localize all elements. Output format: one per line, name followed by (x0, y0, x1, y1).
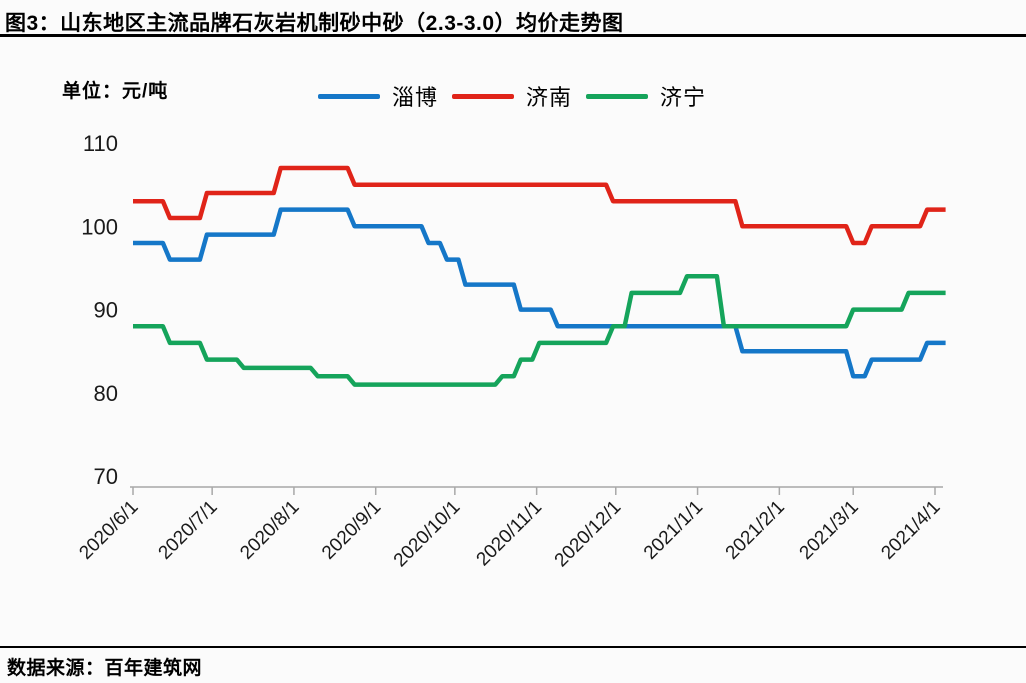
y-tick-label: 80 (94, 381, 118, 406)
y-tick-label: 110 (83, 131, 118, 156)
chart-legend: 淄博 济南 济宁 (318, 82, 706, 110)
x-tick-label: 2020/6/1 (75, 497, 142, 564)
x-tick-label: 2021/1/1 (640, 497, 707, 564)
legend-swatch (318, 93, 380, 99)
y-tick-label: 70 (94, 464, 118, 489)
y-tick-label: 90 (94, 298, 118, 323)
x-tick-label: 2020/12/1 (551, 497, 626, 572)
chart-title: 图3：山东地区主流品牌石灰岩机制砂中砂（2.3-3.0）均价走势图 (5, 12, 624, 35)
unit-label: 单位：元/吨 (62, 81, 169, 102)
x-tick-label: 2020/7/1 (155, 497, 222, 564)
series-line-济南 (133, 165, 946, 246)
legend-swatch (452, 93, 515, 99)
title-bar: 图3：山东地区主流品牌石灰岩机制砂中砂（2.3-3.0）均价走势图 (0, 0, 1026, 37)
x-tick-label: 2020/11/1 (473, 497, 547, 571)
legend-label: 济宁 (660, 85, 707, 110)
legend-item: 淄博 (318, 80, 438, 112)
legend-item: 济宁 (586, 80, 706, 112)
footer-bar: 数据来源：百年建筑网 (0, 646, 1026, 679)
y-tick-label: 100 (81, 214, 118, 239)
x-tick-label: 2020/9/1 (318, 497, 385, 564)
legend-item: 济南 (452, 80, 572, 112)
x-tick-label: 2021/4/1 (877, 497, 944, 564)
legend-label: 淄博 (392, 85, 439, 110)
legend-swatch (586, 93, 649, 99)
x-tick-label: 2021/3/1 (796, 497, 863, 564)
series-line-济宁 (133, 274, 946, 387)
x-tick-label: 2021/2/1 (722, 497, 789, 564)
legend-label: 济南 (526, 85, 573, 110)
x-tick-label: 2020/8/1 (236, 497, 303, 564)
series-line-淄博 (133, 207, 946, 379)
data-source-label: 数据来源：百年建筑网 (7, 658, 203, 679)
x-tick-label: 2020/10/1 (390, 497, 465, 572)
